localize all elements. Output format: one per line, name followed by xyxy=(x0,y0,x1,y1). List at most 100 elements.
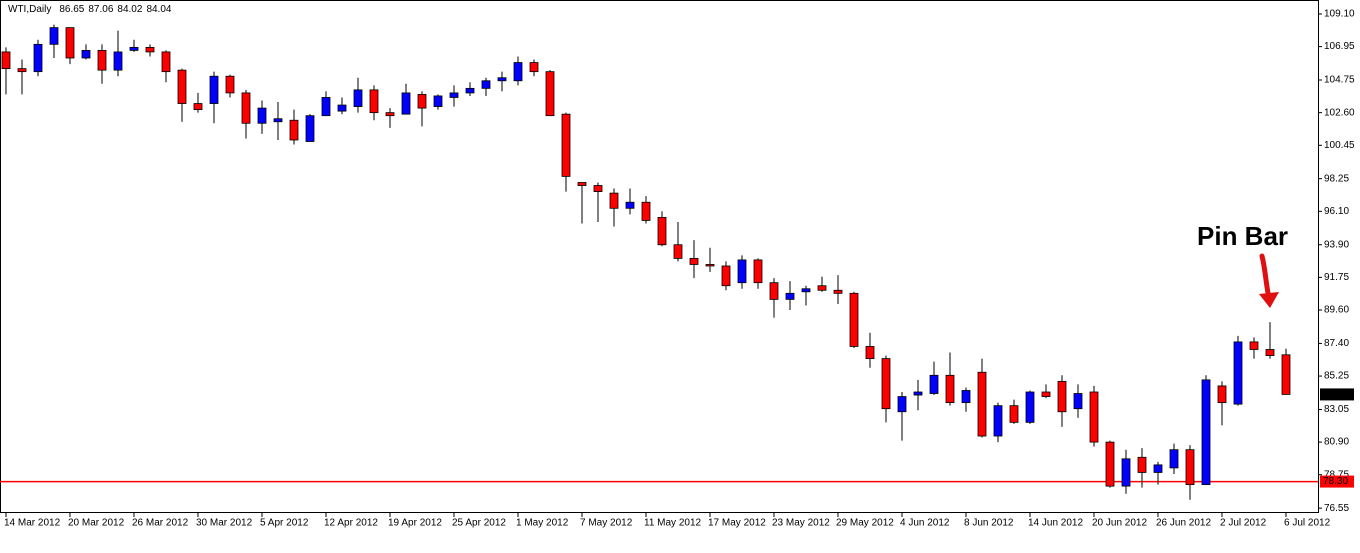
candle-body xyxy=(705,264,715,267)
candle-body xyxy=(817,285,827,291)
candle-body xyxy=(593,185,603,192)
candle-body xyxy=(529,62,539,73)
candle-body xyxy=(81,50,91,59)
header-open: 86.65 xyxy=(59,4,84,15)
x-tick-label: 20 Mar 2012 xyxy=(68,518,125,529)
y-tick-label: 85.25 xyxy=(1324,371,1349,382)
annotation-arrowhead xyxy=(1259,292,1279,308)
candle-body xyxy=(321,97,331,117)
candle-body xyxy=(769,282,779,300)
candle-body xyxy=(561,113,571,177)
x-tick-label: 1 May 2012 xyxy=(516,518,569,529)
x-tick-label: 26 Jun 2012 xyxy=(1156,518,1211,529)
candle-body xyxy=(177,69,187,104)
candle-body xyxy=(257,107,267,124)
candle-body xyxy=(1057,380,1067,413)
candle-body xyxy=(97,50,107,71)
candle-body xyxy=(785,292,795,300)
x-tick-label: 7 May 2012 xyxy=(580,518,633,529)
candle-body xyxy=(737,259,747,284)
candle-body xyxy=(1169,449,1179,469)
candle-body xyxy=(1265,349,1275,356)
x-tick-label: 12 Apr 2012 xyxy=(324,518,378,529)
candle-body xyxy=(1009,405,1019,423)
y-tick-label: 78.75 xyxy=(1324,469,1349,480)
header-high: 87.06 xyxy=(88,4,113,15)
candle-body xyxy=(897,396,907,413)
candle-body xyxy=(1073,393,1083,410)
candle-body xyxy=(1281,354,1291,395)
candle-body xyxy=(433,95,443,107)
y-tick-label: 109.10 xyxy=(1324,9,1355,20)
y-tick-label: 93.90 xyxy=(1324,239,1349,250)
candle-body xyxy=(17,68,27,73)
y-tick-label: 76.55 xyxy=(1324,503,1349,514)
candle-body xyxy=(145,46,155,53)
candle-body xyxy=(49,27,59,45)
y-tick-label: 106.95 xyxy=(1324,41,1355,52)
x-tick-label: 25 Apr 2012 xyxy=(452,518,506,529)
header-low: 84.02 xyxy=(117,4,142,15)
x-tick-label: 5 Apr 2012 xyxy=(260,518,309,529)
candle-body xyxy=(1217,385,1227,404)
candle-body xyxy=(961,390,971,404)
candle-body xyxy=(33,43,43,73)
x-tick-label: 29 May 2012 xyxy=(836,518,894,529)
symbol: WTI,Daily xyxy=(8,4,51,15)
candle-body xyxy=(129,46,139,51)
price-label: 84.04 xyxy=(1323,389,1348,400)
x-tick-label: 4 Jun 2012 xyxy=(900,518,950,529)
x-tick-label: 20 Jun 2012 xyxy=(1092,518,1147,529)
candle-body xyxy=(1025,391,1035,423)
x-tick-label: 26 Mar 2012 xyxy=(132,518,189,529)
candle-body xyxy=(641,201,651,221)
x-tick-label: 17 May 2012 xyxy=(708,518,766,529)
candle-body xyxy=(689,257,699,265)
candle-body xyxy=(241,92,251,124)
candle-body xyxy=(161,51,171,73)
candle-body xyxy=(209,75,219,104)
annotation: Pin Bar xyxy=(1197,221,1288,251)
level-label: 78.30 xyxy=(1323,476,1348,487)
y-tick-label: 89.60 xyxy=(1324,305,1349,316)
candle-body xyxy=(1249,341,1259,350)
candle-body xyxy=(881,358,891,410)
candle-body xyxy=(513,62,523,82)
candle-body xyxy=(497,77,507,82)
candle-body xyxy=(801,288,811,293)
y-tick-label: 83.05 xyxy=(1324,404,1349,415)
candle-body xyxy=(849,292,859,347)
x-tick-label: 11 May 2012 xyxy=(644,518,702,529)
candle-body xyxy=(385,112,395,117)
candle-body xyxy=(193,103,203,111)
candle-body xyxy=(369,89,379,114)
candle-body xyxy=(417,94,427,109)
y-tick-label: 102.60 xyxy=(1324,107,1355,118)
y-tick-label: 98.25 xyxy=(1324,173,1349,184)
candle-body xyxy=(1105,441,1115,487)
candle-body xyxy=(1121,458,1131,487)
candle-body xyxy=(945,374,955,404)
candle-body xyxy=(401,92,411,115)
y-tick-label: 80.90 xyxy=(1324,437,1349,448)
candle-body xyxy=(1233,341,1243,405)
candle-body xyxy=(353,89,363,107)
x-tick-label: 6 Jul 2012 xyxy=(1284,518,1331,529)
candle-body xyxy=(65,27,75,59)
candle-body xyxy=(657,217,667,246)
candle-body xyxy=(833,289,843,294)
x-tick-label: 14 Mar 2012 xyxy=(4,518,61,529)
y-tick-label: 104.75 xyxy=(1324,75,1355,86)
candle-body xyxy=(977,371,987,437)
candle-body xyxy=(545,71,555,117)
candle-body xyxy=(273,118,283,123)
candle-body xyxy=(721,265,731,287)
candle-body xyxy=(993,405,1003,437)
candle-body xyxy=(289,119,299,141)
candle-body xyxy=(113,51,123,71)
candle-body xyxy=(929,374,939,394)
chart-header: WTI,Daily 86.65 87.06 84.02 84.04 xyxy=(8,4,172,15)
level-label-box xyxy=(1320,475,1354,488)
candle-body xyxy=(625,201,635,209)
